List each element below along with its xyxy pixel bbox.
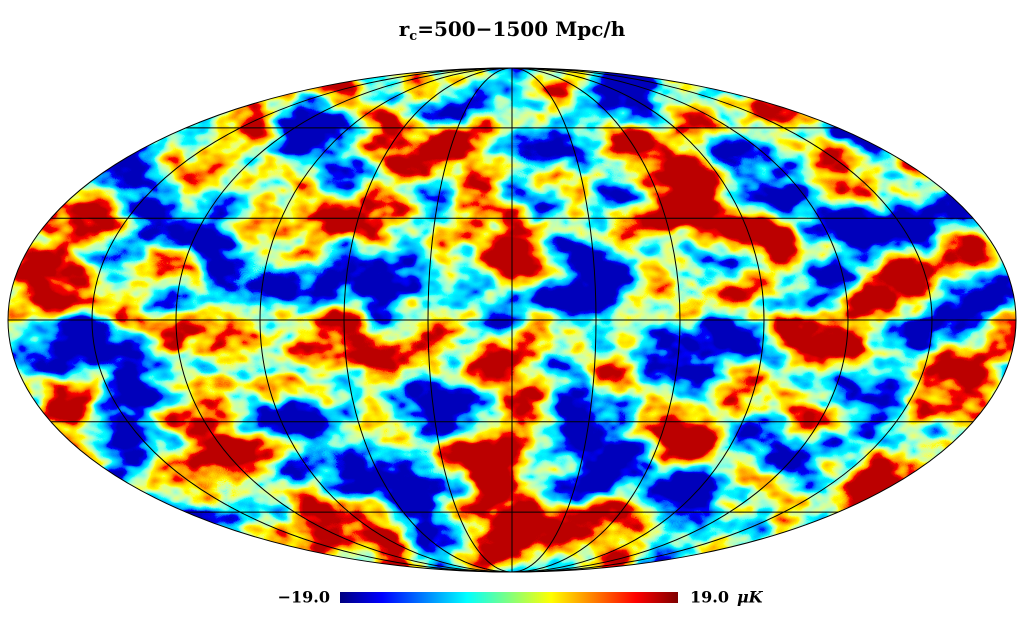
title-subscript: c [409,29,417,44]
colorbar [340,592,678,603]
graticule [7,67,1017,573]
colorbar-max-label: 19.0 [690,588,729,607]
map-title: rc=500−1500 Mpc/h [399,17,626,44]
title-main: r [399,17,410,41]
title-rest: =500−1500 Mpc/h [417,17,625,41]
colorbar-unit: μK [737,588,764,607]
colorbar-min-label: −19.0 [278,588,330,607]
